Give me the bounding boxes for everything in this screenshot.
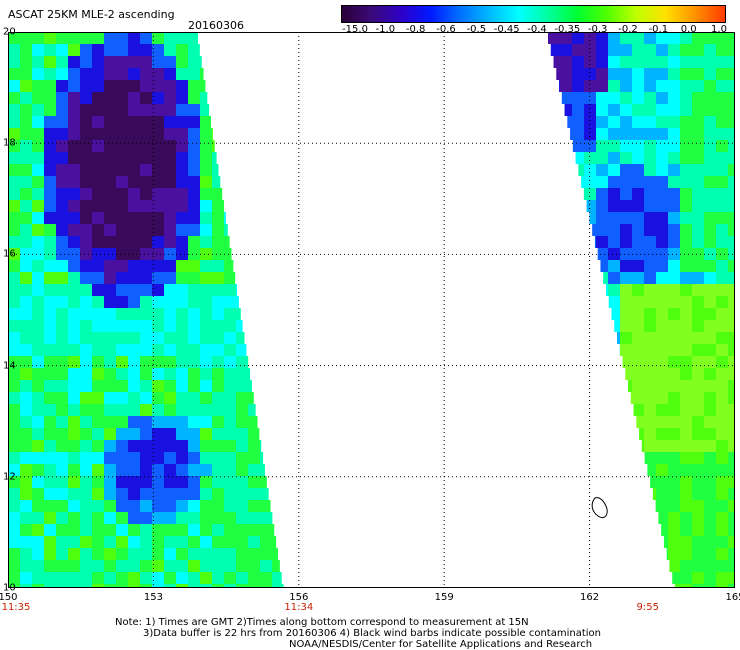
color-scale-label: -0.1	[648, 24, 669, 35]
latitude-tick-label: 16	[3, 248, 16, 260]
color-scale-label: -0.5	[466, 24, 487, 35]
latitude-tick-label: 12	[3, 471, 16, 483]
color-scale-label: -0.45	[493, 24, 520, 35]
color-scale-label: -0.4	[527, 24, 547, 35]
latitude-tick-label: 18	[3, 137, 16, 149]
map-plot[interactable]	[8, 32, 735, 588]
swath-left	[8, 32, 284, 588]
pass-time-label: 11:35	[1, 602, 31, 613]
color-scale-label: -0.2	[618, 24, 638, 35]
product-date: 20160306	[188, 19, 244, 32]
latitude-tick-label: 14	[3, 360, 16, 372]
plot-frame	[8, 32, 735, 588]
longitude-tick-label: 165	[725, 592, 740, 603]
latitude-tick-label: 10	[3, 582, 16, 594]
gridlines	[8, 32, 735, 588]
latitude-tick-label: 20	[3, 26, 16, 38]
note-line-1: Note: 1) Times are GMT 2)Times along bot…	[115, 617, 529, 628]
color-scale-label: -0.8	[405, 24, 426, 35]
color-scale-label: -1.0	[375, 24, 396, 35]
color-scale-label: -15.0	[342, 24, 368, 35]
longitude-tick-label: 156	[289, 592, 309, 603]
longitude-tick-label: 153	[143, 592, 163, 603]
note-line-2: 3)Data buffer is 22 hrs from 20160306 4)…	[143, 628, 601, 639]
island-outline	[591, 497, 608, 519]
color-scale-label: -0.35	[554, 24, 581, 35]
color-scale-label: -0.6	[436, 24, 456, 35]
note-line-3: NOAA/NESDIS/Center for Satellite Applica…	[289, 639, 593, 650]
longitude-tick-label: 162	[580, 592, 600, 603]
longitude-tick-label: 150	[0, 592, 18, 603]
longitude-tick-label: 159	[434, 592, 454, 603]
product-title: ASCAT 25KM MLE-2 ascending	[8, 8, 175, 21]
color-scale-bar	[341, 5, 726, 23]
pass-time-label: 9:55	[636, 602, 659, 613]
color-scale-label: 1.0	[711, 24, 727, 35]
swath-right	[548, 32, 734, 588]
color-scale-label: 0.0	[680, 24, 697, 35]
pass-time-label: 11:34	[284, 602, 314, 613]
color-scale-label: -0.3	[587, 24, 608, 35]
